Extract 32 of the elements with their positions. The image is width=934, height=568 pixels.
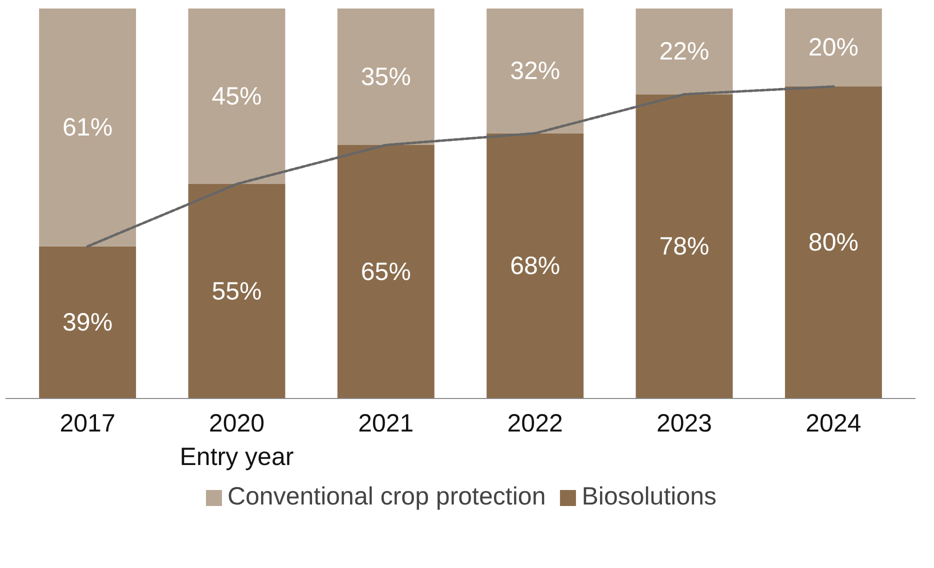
data-label: 61% bbox=[62, 113, 113, 142]
data-label: 45% bbox=[212, 82, 262, 110]
bar bbox=[39, 246, 136, 398]
data-label: 68% bbox=[510, 252, 560, 280]
data-label: 80% bbox=[808, 228, 858, 256]
bar bbox=[636, 8, 733, 94]
data-label: 39% bbox=[62, 308, 113, 336]
data-label: 20% bbox=[808, 34, 858, 62]
legend-label: Conventional crop protection bbox=[227, 482, 546, 512]
x-tick-label: 2022 bbox=[507, 410, 563, 438]
bar bbox=[486, 133, 584, 398]
bar bbox=[188, 184, 286, 398]
x-tick-label: 2017 bbox=[60, 410, 116, 438]
bar bbox=[784, 8, 882, 86]
legend-label: Biosolutions bbox=[582, 482, 717, 512]
data-label: 65% bbox=[360, 258, 411, 286]
data-label: 35% bbox=[360, 62, 411, 91]
bar bbox=[188, 8, 286, 184]
x-tick-label: 2024 bbox=[806, 410, 862, 438]
data-label: 78% bbox=[659, 232, 710, 260]
data-label: 32% bbox=[510, 56, 560, 85]
x-tick-label: 2021 bbox=[358, 410, 414, 438]
bar bbox=[337, 8, 434, 145]
bar bbox=[337, 145, 434, 398]
bar bbox=[784, 86, 882, 398]
bar bbox=[486, 8, 584, 134]
data-label: 55% bbox=[212, 277, 262, 306]
bar bbox=[636, 94, 733, 398]
bar bbox=[39, 8, 136, 246]
data-label: 22% bbox=[659, 37, 710, 66]
x-tick-label: 2023 bbox=[656, 410, 712, 438]
x-tick-label: 2020 Entry year bbox=[180, 410, 294, 472]
